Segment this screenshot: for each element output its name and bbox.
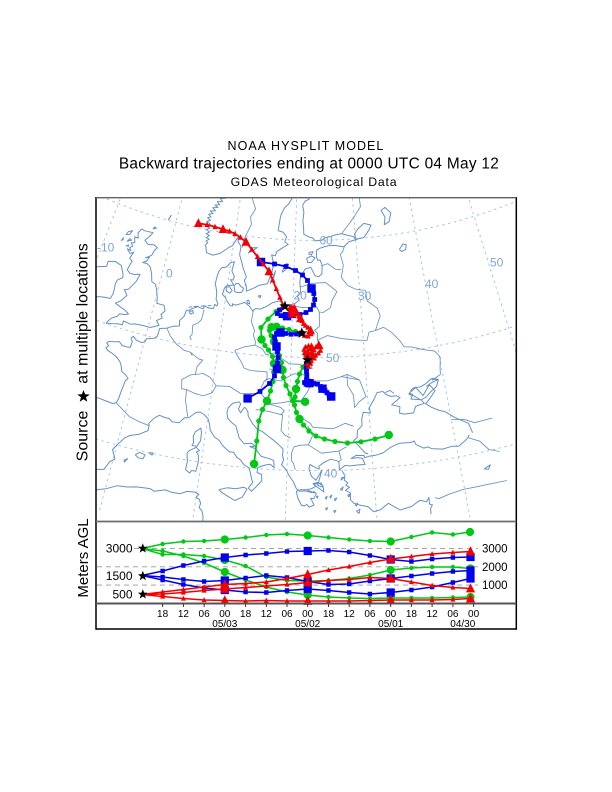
svg-text:18: 18 bbox=[323, 609, 335, 620]
svg-text:12: 12 bbox=[344, 609, 356, 620]
svg-text:05/01: 05/01 bbox=[378, 619, 403, 630]
svg-text:1000: 1000 bbox=[482, 580, 508, 592]
svg-text:00: 00 bbox=[302, 609, 314, 620]
svg-text:Meters AGL: Meters AGL bbox=[75, 518, 92, 597]
svg-text:3000: 3000 bbox=[482, 543, 508, 555]
svg-text:30: 30 bbox=[358, 289, 372, 303]
svg-text:60: 60 bbox=[320, 234, 334, 248]
svg-text:20: 20 bbox=[294, 289, 308, 303]
svg-text:00: 00 bbox=[468, 609, 480, 620]
svg-text:-10: -10 bbox=[97, 241, 115, 255]
svg-text:12: 12 bbox=[427, 609, 439, 620]
svg-text:50: 50 bbox=[490, 256, 504, 270]
svg-text:06: 06 bbox=[447, 609, 459, 620]
svg-text:00: 00 bbox=[219, 609, 231, 620]
svg-text:Backward trajectories ending a: Backward trajectories ending at 0000 UTC… bbox=[119, 155, 499, 172]
svg-text:1500: 1500 bbox=[106, 569, 133, 583]
svg-text:00: 00 bbox=[385, 609, 397, 620]
svg-text:0: 0 bbox=[166, 267, 173, 281]
svg-text:3000: 3000 bbox=[106, 541, 133, 555]
svg-text:50: 50 bbox=[326, 351, 340, 365]
svg-text:06: 06 bbox=[281, 609, 293, 620]
svg-text:at multiple locations: at multiple locations bbox=[75, 243, 92, 384]
svg-text:06: 06 bbox=[199, 609, 211, 620]
svg-text:18: 18 bbox=[157, 609, 169, 620]
svg-text:GDAS Meteorological Data: GDAS Meteorological Data bbox=[231, 175, 398, 189]
svg-text:NOAA HYSPLIT MODEL: NOAA HYSPLIT MODEL bbox=[228, 139, 385, 153]
svg-text:05/02: 05/02 bbox=[295, 619, 320, 630]
svg-text:12: 12 bbox=[261, 609, 273, 620]
svg-text:40: 40 bbox=[324, 467, 338, 481]
svg-text:05/03: 05/03 bbox=[212, 619, 237, 630]
svg-text:04/30: 04/30 bbox=[450, 619, 475, 630]
svg-text:40: 40 bbox=[425, 277, 439, 291]
svg-text:06: 06 bbox=[364, 609, 376, 620]
svg-text:2000: 2000 bbox=[482, 562, 508, 574]
svg-text:18: 18 bbox=[406, 609, 418, 620]
svg-text:12: 12 bbox=[178, 609, 190, 620]
svg-text:500: 500 bbox=[112, 587, 132, 601]
svg-text:18: 18 bbox=[240, 609, 252, 620]
svg-text:Source: Source bbox=[75, 411, 92, 462]
